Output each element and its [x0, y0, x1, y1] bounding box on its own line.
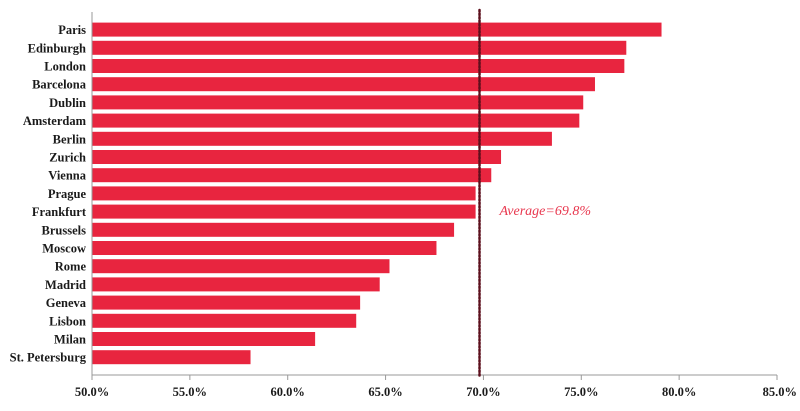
category-label: Frankfurt [32, 205, 87, 219]
bar-brussels [92, 222, 455, 237]
bar-london [92, 59, 625, 73]
category-label: Madrid [45, 278, 86, 292]
category-label: Lisbon [49, 314, 86, 328]
category-label: Geneva [46, 296, 87, 310]
x-ticks-group: 50.0% 55.0% 60.0% 65.0% 70.0% 75.0% 80.0% 85.0% [75, 375, 797, 399]
bars-group [92, 22, 662, 365]
bar-st-petersburg [92, 350, 251, 365]
x-tick-label: 65.0% [368, 385, 402, 399]
bar-zurich [92, 150, 502, 164]
bar-madrid [92, 277, 380, 292]
x-tick-label: 80.0% [662, 385, 696, 399]
x-tick-label: 60.0% [271, 385, 305, 399]
bar-edinburgh [92, 40, 627, 55]
bar-moscow [92, 241, 437, 255]
category-label: Edinburgh [28, 41, 86, 55]
x-tick-label: 50.0% [75, 385, 109, 399]
bar-paris [92, 22, 662, 37]
bar-amsterdam [92, 113, 580, 128]
category-label: Moscow [42, 242, 86, 256]
bar-barcelona [92, 77, 595, 92]
bar-frankfurt [92, 204, 476, 219]
x-tick-label: 55.0% [173, 385, 207, 399]
bar-vienna [92, 168, 492, 183]
bar-milan [92, 332, 316, 346]
category-label: Prague [48, 187, 87, 201]
category-label: Milan [54, 333, 86, 347]
bar-berlin [92, 131, 552, 146]
category-label: Zurich [49, 151, 86, 165]
bar-lisbon [92, 313, 357, 328]
x-tick-label: 70.0% [466, 385, 500, 399]
category-label: Rome [55, 260, 87, 274]
category-label: Brussels [42, 223, 87, 237]
average-label: Average=69.8% [499, 204, 591, 219]
category-label: Berlin [53, 132, 86, 146]
bar-geneva [92, 295, 361, 310]
bar-dublin [92, 95, 584, 110]
category-label: St. Petersburg [10, 351, 87, 365]
x-tick-label: 85.0% [763, 385, 797, 399]
category-label: Paris [58, 23, 86, 37]
category-label: Amsterdam [23, 114, 87, 128]
x-tick-label: 75.0% [564, 385, 598, 399]
category-labels: Paris Edinburgh London Barcelona Dublin Amste… [10, 23, 87, 365]
bar-rome [92, 259, 390, 274]
category-label: Barcelona [32, 78, 87, 92]
category-label: London [44, 60, 86, 74]
bar-prague [92, 186, 476, 201]
category-label: Vienna [48, 169, 86, 183]
category-label: Dublin [49, 96, 86, 110]
